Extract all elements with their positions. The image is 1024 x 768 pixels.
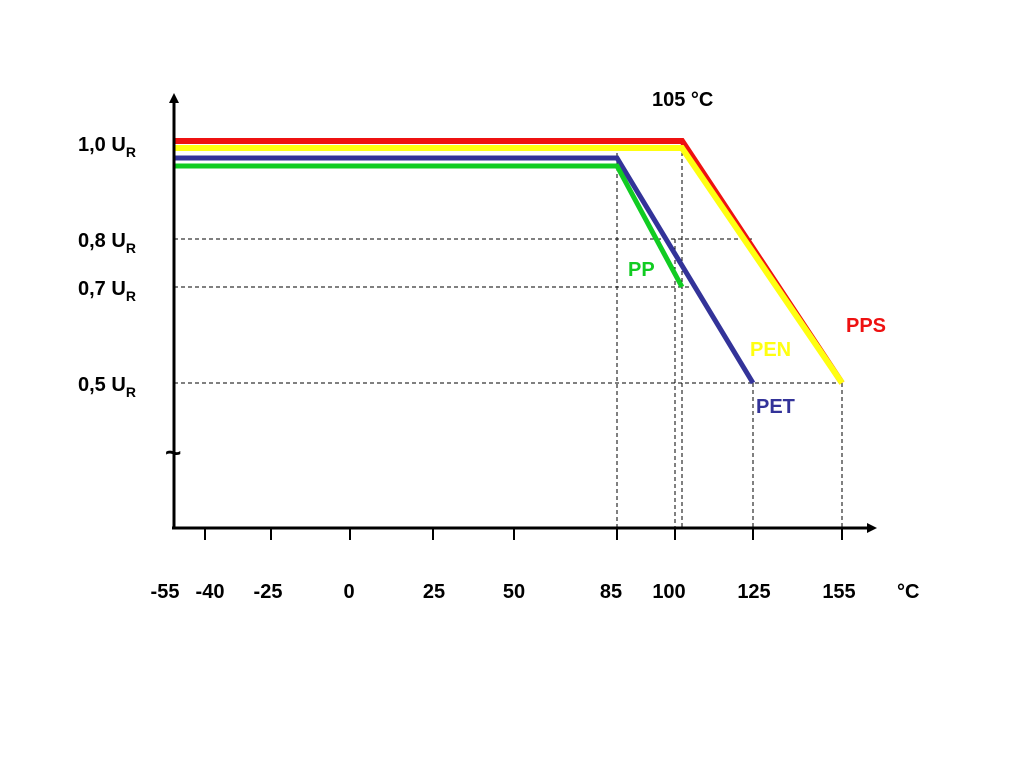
x-tick-label: 0: [343, 581, 354, 603]
series-line-pen: [174, 145, 845, 385]
series-lines: [174, 138, 845, 385]
series-label-pp: PP: [628, 259, 655, 281]
x-ticks: [204, 528, 843, 540]
y-tick-label: 1,0 UR: [78, 134, 136, 160]
x-tick-label: -40: [196, 581, 225, 603]
x-tick-label: -55: [151, 581, 180, 603]
x-tick-label: 85: [600, 581, 622, 603]
y-tick-label: 0,5 UR: [78, 374, 136, 400]
y-tick-label: 0,7 UR: [78, 278, 136, 304]
x-tick-label: -25: [254, 581, 283, 603]
y-tick-labels: 1,0 UR 0,8 UR 0,7 UR 0,5 UR: [78, 134, 136, 400]
series-line-pp: [174, 163, 685, 289]
x-tick-label: 100: [652, 581, 685, 603]
x-tick-label: 155: [822, 581, 855, 603]
series-line-pps: [174, 138, 845, 385]
x-axis-unit-label: °C: [897, 581, 919, 603]
series-line-pet: [174, 155, 756, 385]
x-tick-labels: -55 -40 -25 0 25 50 85 100 125 155: [151, 581, 856, 603]
guide-lines: [174, 145, 843, 528]
x-tick-label: 125: [737, 581, 770, 603]
axis-break-symbol: ~: [165, 437, 181, 468]
x-tick-label: 50: [503, 581, 525, 603]
y-tick-label: 0,8 UR: [78, 230, 136, 256]
x-tick-label: 25: [423, 581, 445, 603]
annotation-105c: 105 °C: [652, 89, 713, 111]
series-labels: PPS PEN PET PP: [628, 259, 886, 418]
series-label-pen: PEN: [750, 339, 791, 361]
series-label-pet: PET: [756, 396, 795, 418]
series-label-pps: PPS: [846, 315, 886, 337]
